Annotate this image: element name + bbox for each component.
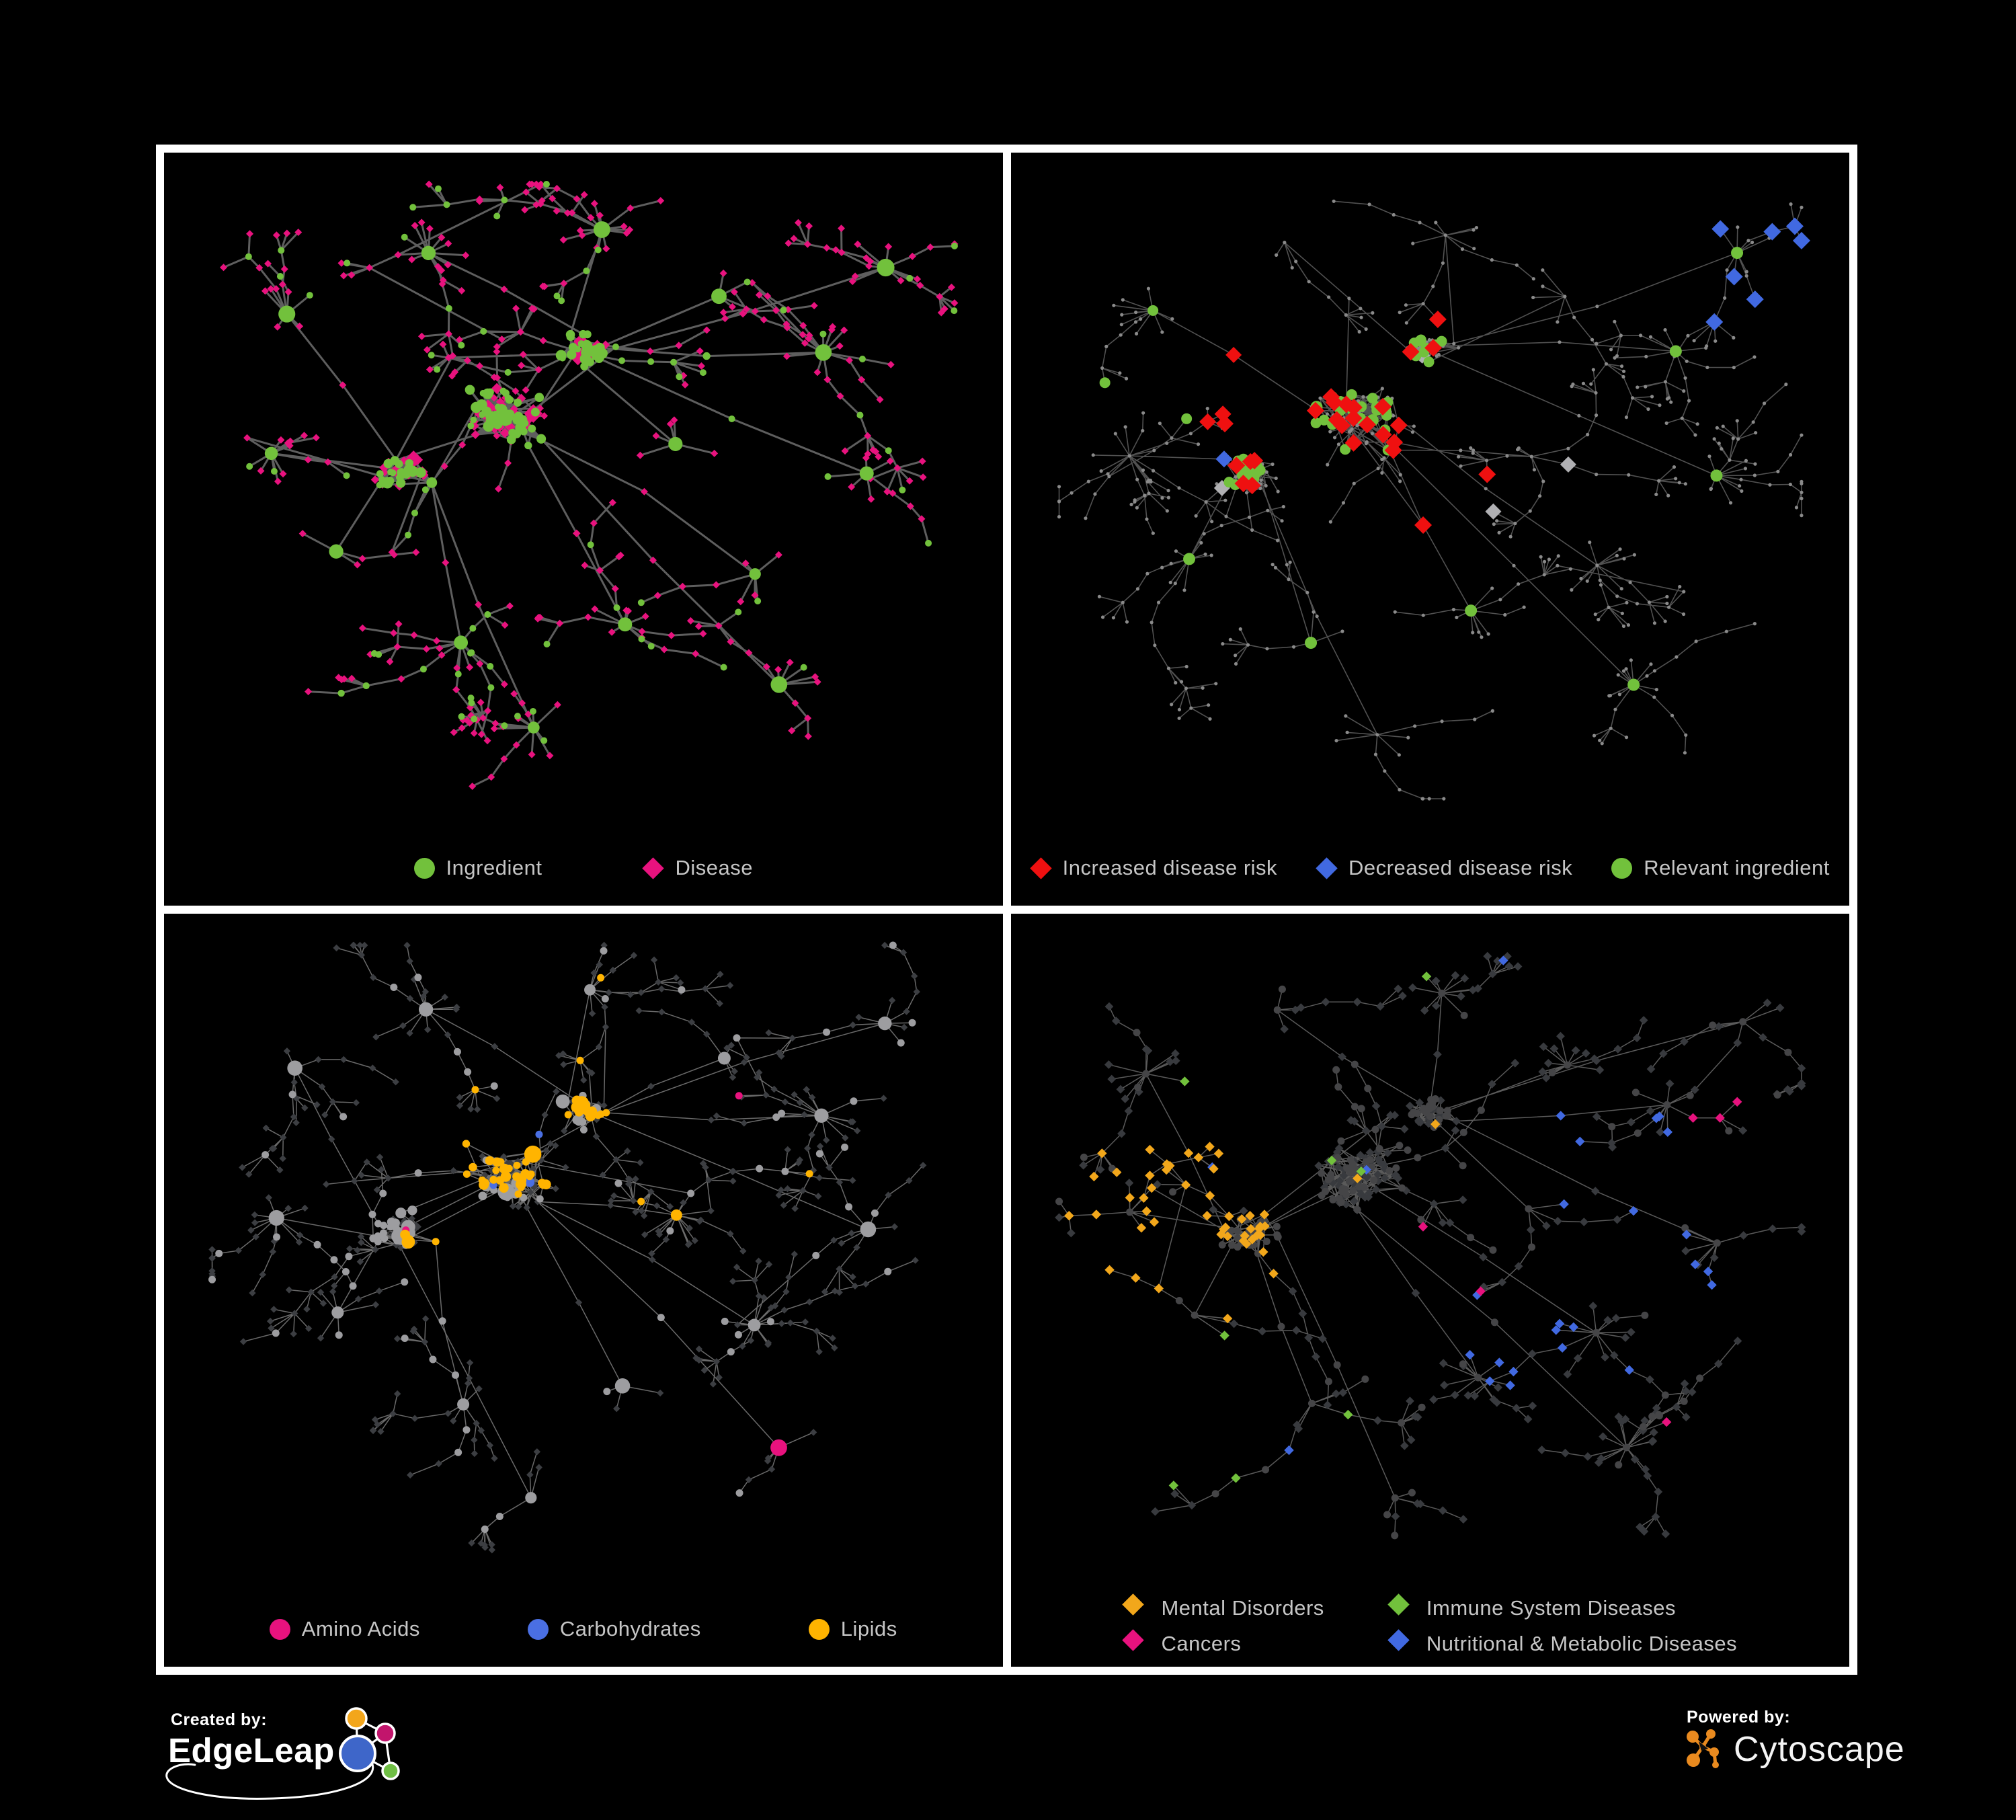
legend-item: Immune System Diseases xyxy=(1387,1593,1737,1620)
cytoscape-logo-icon xyxy=(1687,1729,1719,1768)
legend-item: Relevant ingredient xyxy=(1611,856,1830,880)
ingredient-swatch-icon xyxy=(413,857,435,879)
network-graph-disease-risk xyxy=(1057,199,1810,801)
legend-label: Amino Acids xyxy=(301,1617,420,1640)
legend-item: Cancers xyxy=(1122,1629,1324,1656)
legend-disease-categories: Mental Disorders Immune System Diseases … xyxy=(1011,1593,1850,1656)
network-graph-macronutrients xyxy=(208,941,927,1554)
legend-item: Lipids xyxy=(808,1617,897,1641)
legend-label: Nutritional & Metabolic Diseases xyxy=(1426,1632,1738,1655)
carbohydrates-swatch-icon xyxy=(527,1618,549,1640)
edgeleap-node-green xyxy=(381,1762,400,1780)
network-graph-disease-categories xyxy=(1054,951,1806,1540)
created-by-label: Created by: xyxy=(171,1710,268,1729)
cancers-swatch-icon xyxy=(1122,1629,1145,1651)
legend-item: Increased disease risk xyxy=(1029,856,1278,880)
lipids-swatch-icon xyxy=(808,1618,830,1640)
edgeleap-node-magenta xyxy=(374,1723,396,1744)
nutritional-metabolic-swatch-icon xyxy=(1387,1629,1410,1651)
edgeleap-brand: Created by: EdgeLeap xyxy=(160,1707,510,1811)
legend-disease-risk: Increased disease risk Decreased disease… xyxy=(1011,856,1850,880)
amino-acids-swatch-icon xyxy=(269,1618,290,1640)
cytoscape-wordmark: Cytoscape xyxy=(1734,1730,1905,1769)
panel-ingredient-disease: Ingredient Disease xyxy=(164,153,1003,906)
network-graph-ingredient-disease xyxy=(220,180,959,790)
immune-diseases-swatch-icon xyxy=(1387,1593,1410,1616)
legend-item: Carbohydrates xyxy=(527,1617,701,1641)
legend-item: Ingredient xyxy=(413,856,542,880)
legend-macronutrients: Amino Acids Carbohydrates Lipids xyxy=(164,1617,1003,1641)
cytoscape-cursor-glyph xyxy=(1699,1741,1708,1751)
cytoscape-brand: Powered by: Cytoscape xyxy=(1684,1708,1993,1802)
legend-label: Cancers xyxy=(1161,1632,1242,1655)
legend-item: Decreased disease risk xyxy=(1316,856,1572,880)
decreased-risk-swatch-icon xyxy=(1316,857,1338,879)
mental-disorders-swatch-icon xyxy=(1122,1593,1145,1616)
legend-label: Disease xyxy=(675,856,753,879)
legend-label: Lipids xyxy=(840,1617,897,1640)
edgeleap-wordmark: EdgeLeap xyxy=(168,1731,335,1770)
edgeleap-logo-icon xyxy=(339,1707,400,1780)
increased-risk-swatch-icon xyxy=(1029,857,1052,879)
legend-item: Nutritional & Metabolic Diseases xyxy=(1387,1629,1738,1656)
panels-frame: Ingredient Disease Increased disease ris… xyxy=(156,145,1857,1675)
edgeleap-swoosh xyxy=(165,1763,374,1800)
legend-item: Disease xyxy=(642,856,753,880)
legend-label: Mental Disorders xyxy=(1161,1596,1324,1620)
edgeleap-node-blue xyxy=(339,1735,376,1772)
legend-label: Ingredient xyxy=(446,856,542,879)
legend-ingredient-disease: Ingredient Disease xyxy=(164,856,1003,880)
legend-label: Carbohydrates xyxy=(559,1617,701,1640)
relevant-ingredient-swatch-icon xyxy=(1611,857,1633,879)
legend-label: Relevant ingredient xyxy=(1644,856,1830,879)
legend-item: Amino Acids xyxy=(269,1617,420,1641)
panel-disease-categories: Mental Disorders Immune System Diseases … xyxy=(1010,914,1850,1667)
panel-macronutrients: Amino Acids Carbohydrates Lipids xyxy=(164,914,1003,1667)
legend-label: Immune System Diseases xyxy=(1426,1596,1676,1620)
panel-disease-risk: Increased disease risk Decreased disease… xyxy=(1010,153,1850,906)
legend-item: Mental Disorders xyxy=(1122,1593,1324,1620)
legend-label: Increased disease risk xyxy=(1062,856,1278,879)
legend-label: Decreased disease risk xyxy=(1348,856,1573,879)
powered-by-label: Powered by: xyxy=(1687,1708,1791,1727)
disease-swatch-icon xyxy=(642,857,665,879)
edgeleap-node-orange xyxy=(345,1707,368,1730)
